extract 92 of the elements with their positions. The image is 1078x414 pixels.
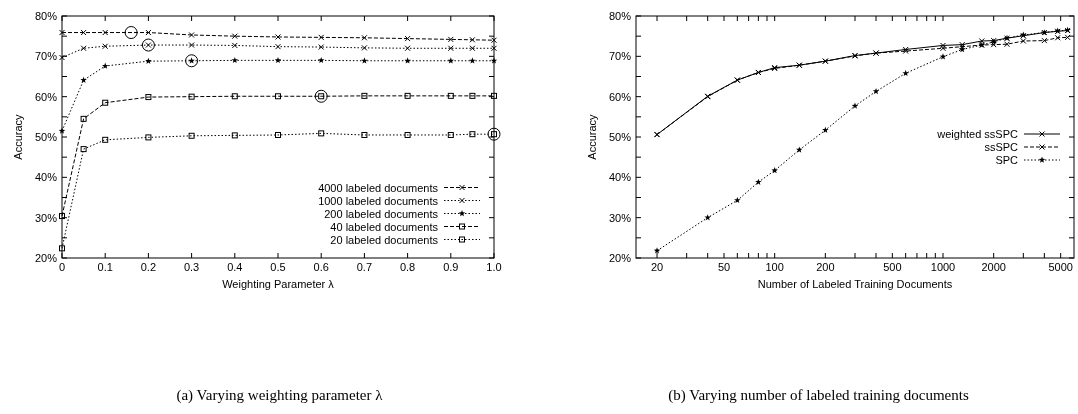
y-tick-label: 60% [608, 90, 632, 103]
y-axis-title: Accuracy [586, 113, 598, 160]
x-tick-label: 2000 [981, 261, 1006, 273]
point [80, 45, 87, 52]
point [361, 92, 368, 99]
y-tick-label: 20% [34, 252, 58, 264]
x-tick-label: 0.5 [270, 261, 286, 273]
point [318, 130, 325, 137]
y-tick-label: 50% [34, 131, 58, 143]
legend-label: weighted ssSPC [936, 128, 1019, 140]
point [231, 56, 239, 64]
x-tick-label: 0.1 [97, 261, 113, 273]
text: (b) Varying number of labeled training documents [668, 387, 969, 404]
y-axis-title: Accuracy [12, 113, 24, 160]
x-tick-label: 0.6 [313, 261, 329, 273]
legend-label: ssSPC [984, 141, 1019, 153]
point [274, 56, 282, 64]
y-tick-label: 30% [608, 211, 632, 224]
point [59, 245, 65, 252]
point [102, 99, 109, 106]
x-tick-label: 0 [58, 261, 66, 273]
legend-label: 4000 labeled documents [318, 181, 439, 194]
point [275, 93, 281, 100]
point [275, 43, 281, 50]
point [231, 93, 238, 100]
y-tick-label: 40% [608, 171, 632, 184]
y-tick-label: 60% [34, 90, 58, 103]
legend-label: 200 labeled documents [324, 207, 439, 220]
point [318, 44, 325, 51]
x-tick-label: 50 [717, 261, 731, 273]
y-tick-label: 70% [34, 50, 58, 63]
x-axis-title: Weighting Parameter λ [222, 278, 335, 290]
legend-label: 40 labeled documents [330, 220, 439, 233]
x-tick-label: 0.3 [183, 261, 200, 273]
point [188, 42, 195, 49]
point [491, 45, 497, 52]
y-tick-label: 80% [608, 10, 632, 22]
point [145, 57, 152, 64]
point [447, 92, 454, 99]
x-axis-title: Number of Labeled Training Documents [757, 278, 953, 290]
point [469, 92, 476, 99]
point [317, 56, 325, 64]
x-tick-label: 100 [765, 261, 784, 273]
point [469, 45, 476, 52]
point [361, 34, 368, 41]
y-tick-label: 30% [34, 211, 58, 224]
legend-label: 20 labeled documents [330, 233, 439, 246]
text: (a) Varying weighting parameter λ [176, 387, 384, 404]
point [188, 132, 195, 139]
point [188, 93, 195, 100]
point [188, 31, 195, 38]
point [491, 92, 497, 99]
x-tick-label: 0.4 [227, 261, 243, 273]
point [469, 36, 476, 43]
y-tick-label: 40% [34, 171, 58, 184]
point [404, 131, 411, 138]
point [231, 132, 238, 139]
point [102, 136, 109, 143]
point [491, 37, 497, 44]
point [80, 115, 87, 122]
x-tick-label: 0.9 [443, 261, 459, 273]
x-tick-label: 200 [816, 261, 835, 273]
point [80, 146, 87, 153]
point [185, 54, 199, 68]
y-tick-label: 20% [608, 252, 632, 264]
x-tick-label: 1000 [930, 261, 956, 273]
legend-label: SPC [995, 154, 1019, 166]
x-tick-label: 0.8 [399, 261, 416, 273]
point [59, 213, 65, 220]
x-tick-label: 500 [883, 261, 902, 273]
point [404, 45, 411, 52]
x-tick-label: 0.7 [356, 261, 373, 273]
x-tick-label: 1.0 [486, 261, 502, 273]
legend-label: 1000 labeled documents [318, 194, 439, 207]
point [404, 92, 411, 99]
point [487, 127, 501, 141]
x-tick-label: 5000 [1048, 261, 1073, 273]
point [101, 62, 109, 69]
point [469, 131, 476, 138]
point [361, 44, 368, 51]
point [124, 26, 138, 40]
point [145, 94, 152, 101]
point [145, 134, 152, 141]
y-tick-label: 80% [34, 10, 58, 22]
point [361, 131, 368, 138]
point [314, 89, 328, 103]
point [447, 131, 454, 138]
x-tick-label: 0.2 [140, 261, 157, 273]
point [80, 76, 87, 83]
y-tick-label: 70% [608, 50, 632, 63]
y-tick-label: 50% [608, 131, 632, 143]
x-tick-label: 20 [650, 261, 664, 273]
